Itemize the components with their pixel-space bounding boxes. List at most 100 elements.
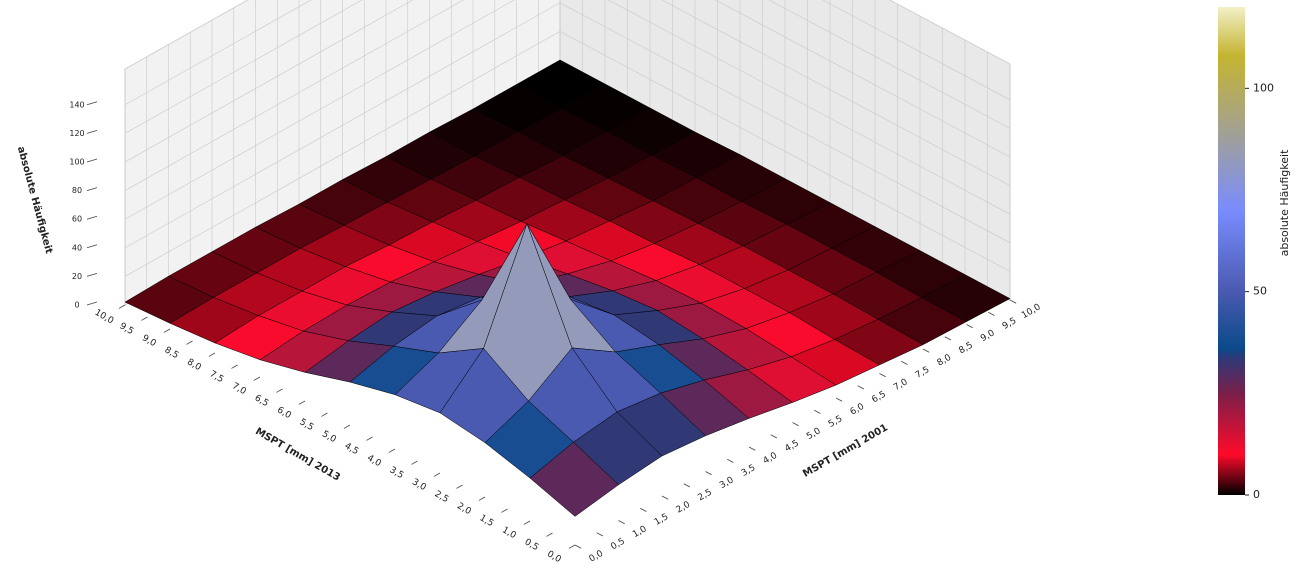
y-tick-label: 0,5: [523, 537, 540, 553]
y-tick-label: 1,5: [478, 513, 495, 529]
z-tick: [86, 158, 98, 163]
y-tick-label: 3,0: [410, 477, 428, 493]
x-tick-label: 6,5: [870, 390, 887, 406]
x-tick-label: 2,0: [675, 500, 693, 516]
y-tick-label: 9,5: [118, 321, 135, 337]
y-tick: [321, 412, 328, 417]
x-tick-label: 2,5: [696, 488, 713, 504]
x-tick-label: 0,0: [588, 549, 606, 565]
y-tick-label: 5,5: [298, 417, 315, 433]
x-tick-label: 8,0: [936, 353, 954, 369]
z-tick: [86, 301, 98, 306]
y-tick: [433, 472, 441, 477]
x-tick: [596, 532, 604, 537]
x-tick-label: 9,0: [979, 328, 997, 344]
y-tick: [141, 316, 148, 321]
surface: [124, 59, 1011, 517]
x-tick: [683, 483, 691, 488]
y-tick: [276, 388, 283, 393]
z-tick-label: 40: [72, 243, 82, 252]
x-tick: [640, 507, 647, 512]
x-tick-label: 6,0: [849, 402, 867, 418]
y-tick-label: 7,5: [208, 369, 225, 385]
z-tick: [86, 187, 98, 191]
y-tick: [186, 340, 193, 345]
z-tick-label: 120: [69, 129, 84, 138]
y-tick: [343, 424, 351, 429]
y-tick-label: 2,5: [433, 489, 450, 505]
x-tick: [661, 495, 669, 500]
y-tick: [298, 400, 306, 405]
y-tick-label: 7,0: [230, 381, 248, 397]
grid-line: [124, 31, 1011, 277]
z-tick-label: 80: [72, 186, 82, 195]
y-tick: [456, 484, 463, 489]
x-tick-label: 5,5: [827, 414, 844, 430]
y-tick-label: 5,0: [320, 429, 338, 445]
grid-line: [124, 0, 1011, 220]
x-tick-label: 7,5: [914, 365, 931, 381]
y-tick: [478, 496, 486, 501]
z-tick-label: 60: [72, 215, 82, 224]
y-tick: [253, 376, 261, 381]
x-tick: [944, 336, 952, 341]
x-tick-label: 1,0: [631, 524, 649, 540]
x-tick: [966, 324, 973, 329]
z-tick-label: 0: [74, 301, 79, 310]
grid-line: [124, 0, 1011, 163]
y-tick-label: 9,0: [140, 333, 158, 349]
x-tick: [574, 544, 582, 549]
x-tick: [1009, 299, 1017, 304]
z-tick: [86, 101, 98, 106]
y-tick: [411, 460, 418, 465]
y-tick-label: 8,0: [185, 357, 203, 373]
x-tick-label: 7,0: [892, 377, 910, 393]
y-tick: [546, 532, 553, 537]
colorbar-title: absolute Häufigkeit: [1278, 149, 1291, 256]
x-tick-label: 4,5: [783, 439, 800, 455]
x-tick: [879, 373, 886, 378]
z-tick: [86, 215, 98, 220]
z-tick-label: 100: [69, 158, 84, 167]
y-tick-label: 6,5: [253, 393, 270, 409]
y-tick: [366, 436, 373, 441]
y-tick: [388, 448, 396, 453]
x-tick: [705, 471, 712, 476]
x-tick-label: 5,0: [805, 426, 823, 442]
z-tick: [86, 130, 98, 134]
x-tick-label: 10,0: [1020, 302, 1043, 321]
y-tick-label: 4,5: [343, 441, 360, 457]
y-tick: [163, 328, 171, 333]
colorbar-tick-label: 100: [1253, 81, 1274, 94]
x-tick: [835, 397, 843, 402]
walls: [124, 0, 1011, 306]
x-tick: [727, 458, 734, 463]
grid-line: [124, 0, 1011, 191]
x-tick: [770, 434, 778, 439]
z-tick-label: 20: [72, 272, 82, 281]
grid-line: [124, 0, 1011, 134]
y-tick-label: 0,0: [545, 549, 563, 565]
y-tick-label: 4,0: [365, 453, 383, 469]
y-tick-label: 8,5: [163, 345, 180, 361]
z-tick: [86, 273, 98, 277]
z-tick-label: 140: [69, 100, 84, 109]
y-tick: [568, 544, 576, 549]
y-tick-label: 10,0: [93, 308, 116, 327]
x-tick: [988, 311, 995, 316]
x-tick: [901, 360, 908, 365]
z-tick: [86, 244, 98, 249]
colorbar: 0 50 100 absolute Häufigkeit: [1218, 7, 1291, 501]
surface-patch: [529, 441, 619, 517]
y-tick: [501, 508, 508, 513]
grid-line: [124, 2, 1011, 249]
x-tick-label: 1,5: [653, 512, 670, 528]
z-axis-title: absolute Häufigkeit: [15, 145, 54, 255]
y-tick-label: 3,5: [388, 465, 405, 481]
y-tick-label: 6,0: [275, 405, 293, 421]
x-tick-label: 4,0: [762, 451, 780, 467]
x-tick: [618, 520, 625, 525]
x-tick: [857, 385, 865, 390]
y-tick: [231, 364, 238, 369]
